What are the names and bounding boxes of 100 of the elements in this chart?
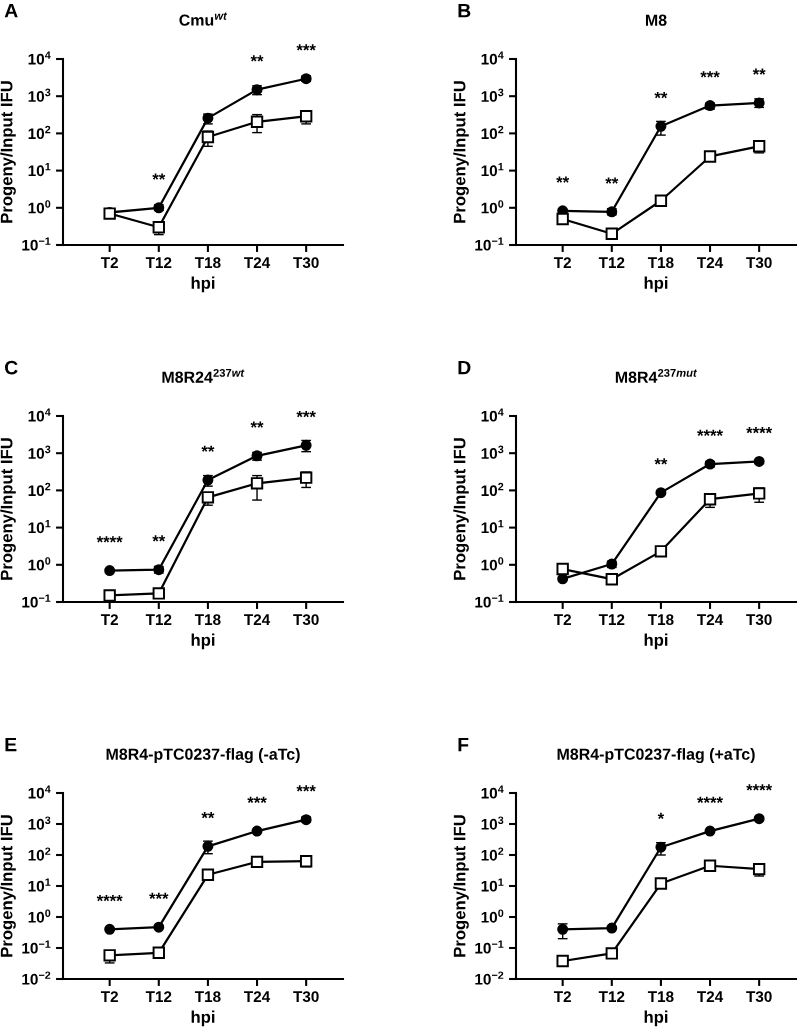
point (299, 855, 313, 868)
x-axis-title: hpi (191, 276, 215, 293)
annotation: ** (152, 173, 166, 180)
y-tick-label: 10$^{1}$ (28, 163, 51, 177)
text: F (458, 737, 469, 752)
annotation: *** (247, 796, 267, 803)
point (251, 825, 263, 837)
point (250, 115, 264, 128)
annotation: *** (296, 785, 316, 792)
point (606, 922, 618, 934)
point (655, 120, 667, 132)
x-tick-label: T2 (553, 991, 571, 1002)
x-tick-label: T24 (697, 257, 724, 268)
y-axis-title: Progeny/Input IFU (0, 815, 16, 957)
y-tick-label: 10$^{0}$ (481, 557, 504, 571)
annotation: *** (296, 44, 316, 51)
y-tick-label: 10$^{3}$ (481, 88, 504, 102)
y-tick-label: 10$^{4}$ (28, 51, 51, 65)
point (556, 954, 569, 968)
point (556, 212, 569, 226)
point (654, 545, 668, 558)
y-tick-label: 10$^{1}$ (28, 520, 51, 534)
y-tick-label: 10$^{0}$ (28, 909, 51, 923)
x-tick-label: T2 (100, 991, 118, 1002)
y-tick-label: 10$^{3}$ (481, 816, 504, 830)
annotation: ** (152, 535, 166, 542)
y-tick-label: 10$^{3}$ (28, 445, 51, 459)
x-tick-label: T12 (598, 991, 625, 1002)
x-tick-label: T18 (647, 257, 674, 269)
y-tick-label: 10$^{−1}$ (22, 940, 51, 954)
annotation: **** (96, 894, 123, 902)
chart-title: Cmu$^{wt}$ (179, 12, 228, 26)
point (605, 947, 618, 960)
point (104, 565, 116, 577)
x-tick-label: T2 (553, 257, 571, 268)
x-tick-label: T30 (746, 257, 772, 269)
point (103, 589, 116, 602)
y-tick-label: 10$^{−1}$ (22, 594, 51, 608)
point (250, 477, 264, 490)
annotation: ** (201, 811, 215, 819)
y-tick-label: 10$^{3}$ (28, 816, 51, 830)
y-tick-label: 10$^{3}$ (481, 445, 504, 459)
y-tick-label: 10$^{4}$ (481, 408, 504, 422)
text: B (458, 3, 471, 18)
annotation: *** (149, 892, 169, 899)
chart-title: M8R4-pTC0237-flag (+aTc) (557, 748, 755, 764)
x-tick-label: T12 (145, 991, 172, 1002)
y-tick-label: 10$^{−1}$ (475, 940, 504, 954)
text: C (5, 360, 18, 375)
point (703, 150, 717, 163)
point (557, 923, 569, 935)
chart-title: M8R24$^{237wt}$ (162, 368, 245, 383)
y-tick-label: 10$^{0}$ (28, 200, 51, 214)
point (753, 455, 765, 467)
y-tick-label: 10$^{4}$ (28, 408, 51, 422)
annotation: **** (697, 429, 723, 436)
annotation: **** (697, 796, 723, 803)
point (104, 923, 116, 935)
y-tick-label: 10$^{2}$ (28, 125, 51, 140)
y-tick-label: 10$^{−1}$ (475, 237, 504, 251)
point (556, 562, 569, 576)
y-axis-title: Progeny/Input IFU (453, 81, 469, 223)
x-axis-title: hpi (191, 1010, 215, 1027)
annotation: ** (250, 421, 264, 428)
x-axis-title: hpi (644, 276, 668, 293)
annotation: **** (746, 784, 773, 791)
y-axis-title: Progeny/Input IFU (0, 438, 16, 580)
y-tick-label: 10$^{1}$ (481, 163, 504, 177)
point (250, 855, 264, 869)
y-axis-title: Progeny/Input IFU (453, 438, 469, 580)
x-tick-label: T24 (244, 614, 271, 625)
annotation: ** (556, 176, 570, 183)
point (753, 813, 765, 825)
point (299, 471, 313, 484)
y-tick-label: 10$^{1}$ (481, 878, 504, 892)
text: D (458, 360, 471, 375)
y-tick-label: 10$^{2}$ (28, 847, 51, 861)
annotation: *** (700, 71, 720, 78)
annotation: ** (752, 68, 766, 75)
x-tick-label: T2 (100, 614, 118, 625)
point (654, 877, 668, 890)
x-axis-title: hpi (644, 1010, 668, 1027)
x-tick-label: T18 (194, 257, 221, 269)
point (152, 587, 165, 600)
x-tick-label: T12 (598, 257, 625, 268)
y-tick-label: 10$^{−2}$ (22, 971, 51, 985)
point (152, 946, 165, 959)
x-axis-title: hpi (644, 633, 668, 650)
x-tick-label: T30 (293, 614, 319, 626)
x-tick-label: T2 (553, 614, 571, 625)
point (704, 825, 716, 837)
y-axis-title: Progeny/Input IFU (0, 81, 16, 223)
x-tick-label: T30 (746, 614, 772, 626)
annotation: *** (296, 410, 316, 418)
y-tick-label: 10$^{−2}$ (475, 971, 504, 985)
annotation: * (657, 812, 665, 820)
y-tick-label: 10$^{1}$ (481, 520, 504, 534)
chart-title: M8R4-pTC0237-flag (-aTc) (106, 748, 300, 764)
point (655, 487, 667, 499)
x-axis-title: hpi (191, 633, 215, 650)
